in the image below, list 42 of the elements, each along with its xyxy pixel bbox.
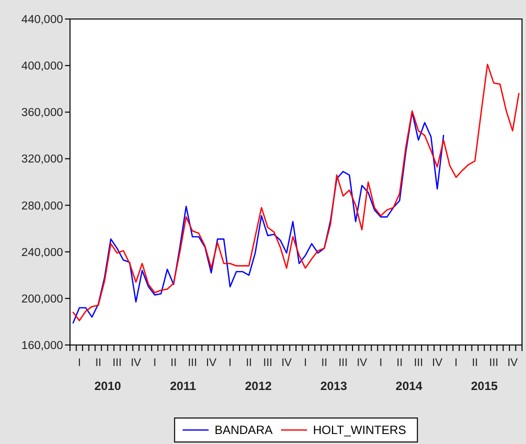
x-tick-label: I [379, 357, 382, 369]
x-tick-label: IV [356, 357, 368, 369]
x-tick-label: IV [507, 357, 518, 369]
text: 2012 [244, 379, 272, 393]
x-tick-label: II [472, 357, 478, 369]
x-tick-label: IV [206, 357, 218, 369]
x-tick-label: III [263, 357, 272, 369]
text: 2011 [170, 379, 196, 393]
legend-label: BANDARA [214, 423, 273, 438]
x-tick-label: III [188, 357, 198, 369]
text: 2013 [320, 379, 348, 393]
x-tick-label: III [112, 357, 122, 369]
x-tick-label: I [304, 357, 307, 369]
x-tick-label: I [454, 357, 458, 369]
line-series [72, 64, 520, 322]
y-tick-label: 400,000 [21, 60, 63, 73]
y-tick-label: 320,000 [21, 154, 63, 166]
legend-label: HOLT_WINTERS [313, 423, 406, 438]
line-series [72, 111, 444, 324]
y-tick-label: 240,000 [21, 246, 63, 259]
x-tick-label: IV [432, 357, 444, 369]
x-tick-label: I [228, 357, 232, 369]
x-tick-label: III [414, 357, 424, 369]
x-tick-label: I [153, 357, 156, 369]
y-tick-label: 360,000 [21, 107, 63, 120]
x-tick-label: II [321, 357, 328, 369]
x-tick-label: II [95, 357, 102, 369]
y-tick-label: 280,000 [21, 200, 63, 212]
y-tick-label: 200,000 [21, 293, 63, 306]
x-tick-label: II [170, 357, 177, 369]
x-tick-label: II [396, 357, 403, 369]
x-tick-label: IV [281, 357, 292, 369]
x-tick-label: II [246, 357, 252, 369]
x-tick-label: III [489, 357, 498, 369]
x-tick-label: III [338, 357, 348, 369]
text: 2010 [94, 379, 122, 393]
text: 2014 [396, 379, 423, 393]
x-tick-label: I [78, 357, 81, 369]
x-tick-label: IV [130, 357, 142, 369]
y-tick-label: 160,000 [21, 340, 63, 352]
y-tick-label: 440,000 [21, 14, 63, 26]
text: 2015 [470, 379, 498, 393]
